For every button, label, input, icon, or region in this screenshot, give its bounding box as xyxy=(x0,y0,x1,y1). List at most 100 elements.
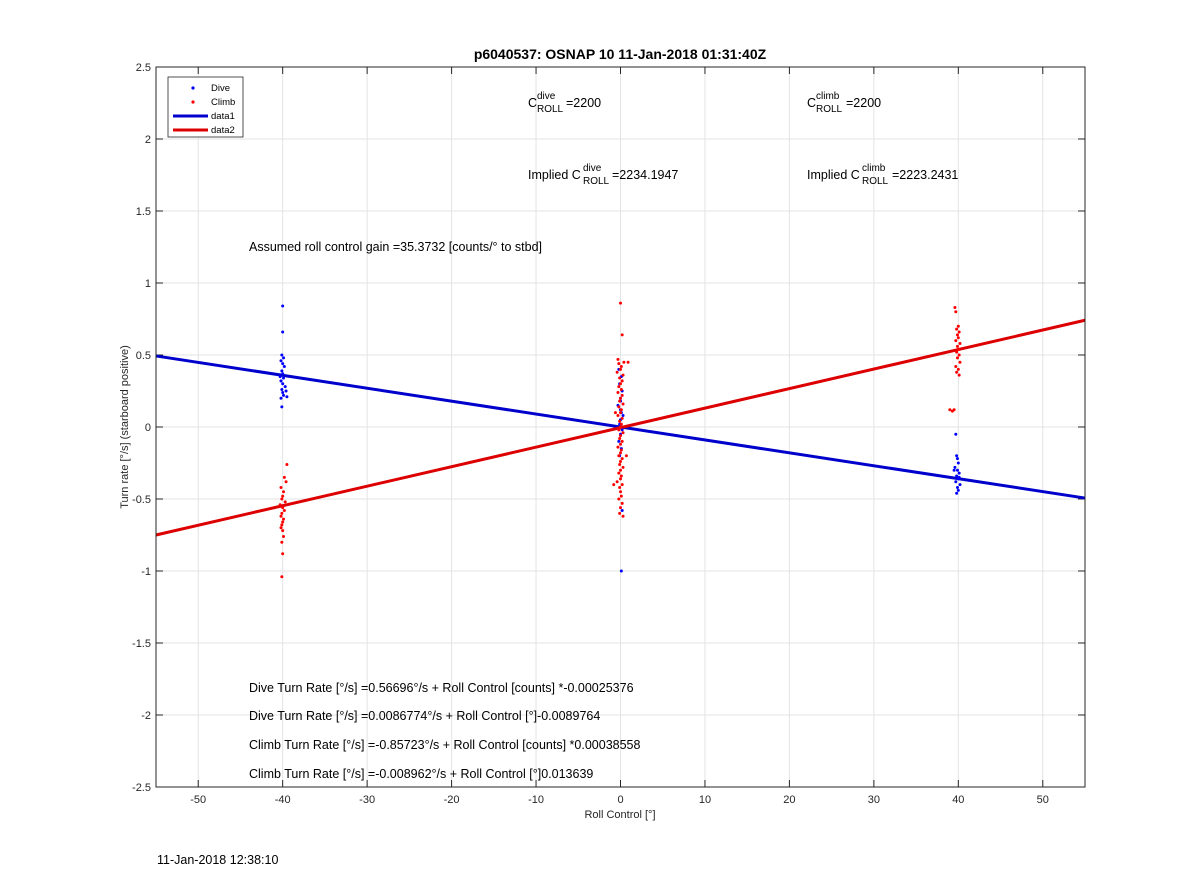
point-dive xyxy=(281,382,285,386)
c-climb-main: C xyxy=(807,96,816,110)
point-climb xyxy=(618,437,622,441)
point-dive xyxy=(282,365,286,369)
point-climb xyxy=(615,370,619,374)
point-climb xyxy=(620,416,624,420)
annotation-implied-dive: Implied C dive ROLL =2234.1947 xyxy=(528,163,678,187)
point-climb xyxy=(955,327,959,331)
point-dive xyxy=(280,369,284,373)
point-climb xyxy=(613,411,617,415)
point-climb xyxy=(619,494,623,498)
x-tick-label: 20 xyxy=(783,794,795,806)
point-climb xyxy=(619,388,623,392)
point-dive xyxy=(281,330,285,334)
point-dive xyxy=(957,471,961,475)
point-climb xyxy=(622,360,626,364)
point-climb xyxy=(281,494,285,498)
y-tick-label: -0.5 xyxy=(132,494,151,506)
point-climb xyxy=(957,373,961,377)
x-tick-label: 30 xyxy=(868,794,880,806)
y-axis-label: Turn rate [°/s] (starboard positive) xyxy=(119,345,131,509)
point-climb xyxy=(618,462,622,466)
legend-label-data2: data2 xyxy=(211,125,235,136)
point-climb xyxy=(282,509,286,513)
point-climb xyxy=(282,475,286,479)
point-climb xyxy=(619,408,623,412)
point-climb xyxy=(617,497,621,501)
point-dive xyxy=(955,454,959,458)
point-climb xyxy=(955,370,959,374)
point-climb xyxy=(617,454,621,458)
point-climb xyxy=(615,480,619,484)
point-dive xyxy=(952,468,956,472)
point-climb xyxy=(957,330,961,334)
point-dive xyxy=(280,353,284,357)
point-dive xyxy=(285,395,289,399)
x-tick-label: -20 xyxy=(444,794,460,806)
point-dive xyxy=(955,474,959,478)
point-dive xyxy=(281,390,285,394)
point-climb xyxy=(281,520,285,524)
point-climb xyxy=(282,534,286,538)
point-dive xyxy=(955,491,959,495)
footer-timestamp: 11-Jan-2018 12:38:10 xyxy=(157,853,278,867)
point-climb xyxy=(955,344,959,348)
point-climb xyxy=(620,439,624,443)
point-climb xyxy=(280,523,284,527)
c-climb-sup: climb xyxy=(816,91,840,102)
legend: Dive Climb data1 data2 xyxy=(167,76,244,138)
point-climb xyxy=(619,477,622,481)
point-dive xyxy=(619,569,623,573)
point-climb xyxy=(624,454,628,458)
annotation-implied-climb: Implied C climb ROLL =2223.2431 xyxy=(807,163,958,187)
annotation-eq3: Climb Turn Rate [°/s] =-0.85723°/s + Rol… xyxy=(249,738,641,752)
point-climb xyxy=(955,333,959,337)
point-climb xyxy=(953,305,957,309)
y-tick-label: 1 xyxy=(145,278,151,290)
point-climb xyxy=(621,402,625,406)
y-tick-label: -2.5 xyxy=(132,782,151,794)
point-dive xyxy=(955,485,959,489)
legend-label-climb: Climb xyxy=(211,97,235,108)
grid-lines xyxy=(156,66,1085,788)
point-dive xyxy=(956,488,960,492)
point-climb xyxy=(617,405,621,409)
point-dive xyxy=(956,461,960,465)
annotation-gain: Assumed roll control gain =35.3732 [coun… xyxy=(249,240,542,254)
point-climb xyxy=(279,526,283,530)
point-climb xyxy=(616,390,620,394)
point-climb xyxy=(618,376,622,380)
point-climb xyxy=(619,468,622,472)
point-climb xyxy=(280,497,284,501)
c-climb-value: =2200 xyxy=(846,96,881,110)
y-tick-labels: -2.5 -2 -1.5 -1 -0.5 0 0.5 1 1.5 2 2.5 xyxy=(132,62,151,794)
legend-marker-dive xyxy=(191,86,195,90)
y-tick-label: 1.5 xyxy=(136,206,151,218)
annotation-eq4: Climb Turn Rate [°/s] =-0.008962°/s + Ro… xyxy=(249,767,593,781)
c-climb-sub: ROLL xyxy=(816,104,843,115)
x-tick-labels: -50 -40 -30 -20 -10 0 10 20 30 40 50 xyxy=(190,794,1049,806)
point-climb xyxy=(282,490,286,494)
point-climb xyxy=(619,490,622,494)
x-tick-label: -40 xyxy=(275,794,291,806)
point-climb xyxy=(952,408,956,412)
point-dive xyxy=(282,356,286,360)
point-dive xyxy=(953,465,957,469)
point-climb xyxy=(279,485,283,489)
legend-box xyxy=(167,76,244,138)
point-climb xyxy=(955,350,959,354)
point-climb xyxy=(948,408,952,412)
y-tick-label: -2 xyxy=(141,710,151,722)
annotation-eq1: Dive Turn Rate [°/s] =0.56696°/s + Roll … xyxy=(249,681,634,695)
point-climb xyxy=(954,310,958,314)
point-climb xyxy=(620,457,624,461)
point-climb xyxy=(617,471,621,475)
point-climb xyxy=(956,324,960,328)
point-climb xyxy=(618,485,622,489)
point-climb xyxy=(619,460,622,464)
point-climb xyxy=(619,442,622,446)
point-climb xyxy=(619,434,622,438)
point-dive xyxy=(620,428,624,432)
point-dive xyxy=(281,372,285,376)
annotation-eq2: Dive Turn Rate [°/s] =0.0086774°/s + Rol… xyxy=(249,709,600,723)
point-climb xyxy=(618,399,622,403)
